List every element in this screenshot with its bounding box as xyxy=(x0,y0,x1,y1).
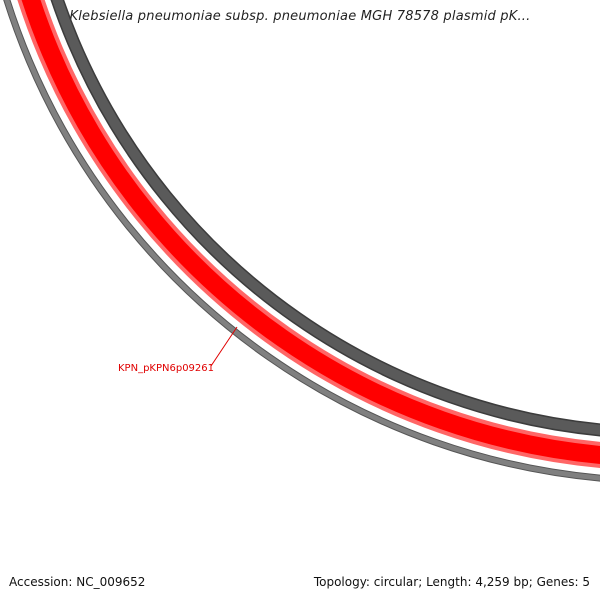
gene-label-pointer xyxy=(210,326,238,367)
gc-ring xyxy=(52,0,600,435)
map-title: Klebsiella pneumoniae subsp. pneumoniae … xyxy=(69,9,531,24)
accession-text: Accession: NC_009652 xyxy=(9,575,146,589)
gene-feature[interactable] xyxy=(0,0,600,464)
map-summary-text: Topology: circular; Length: 4,259 bp; Ge… xyxy=(313,575,590,589)
plasmid-rings xyxy=(0,0,600,482)
backbone-ring xyxy=(4,0,600,481)
gene-label[interactable]: KPN_pKPN6p09261 xyxy=(118,363,214,374)
